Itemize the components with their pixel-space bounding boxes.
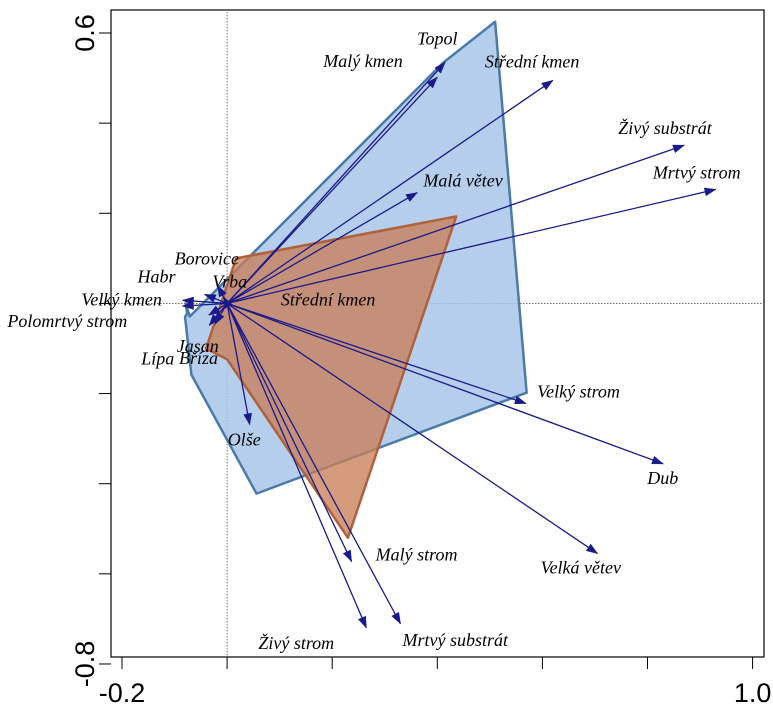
vector-arrows xyxy=(181,61,717,629)
label-jasan: Jasan xyxy=(177,336,219,356)
arrowhead xyxy=(434,61,446,74)
label-vrba: Vrba xyxy=(212,272,247,292)
polygon-2 xyxy=(204,215,458,540)
vector-olse xyxy=(226,303,252,426)
arrowhead xyxy=(214,312,225,325)
label-dub: Dub xyxy=(646,468,678,488)
arrowhead xyxy=(203,294,217,303)
vector-polomrtvy-strom xyxy=(181,301,228,310)
arrowhead xyxy=(243,412,252,426)
arrowhead xyxy=(342,549,352,563)
y-tick-label: 0.6 xyxy=(70,14,100,52)
label-polomrtvy-strom: Polomrtvý strom xyxy=(6,311,127,331)
x-tick-label: -0.2 xyxy=(99,678,146,704)
arrowhead xyxy=(426,76,438,89)
vector-maly-kmen xyxy=(226,76,438,304)
label-briza: Bříza xyxy=(179,348,218,368)
label-velky-kmen: Velký kmen xyxy=(81,289,161,309)
vector-mrtvy-substrat xyxy=(226,303,402,625)
vector-topol xyxy=(226,61,446,304)
vector-briza xyxy=(214,303,228,325)
arrowhead xyxy=(651,455,664,465)
vector-maly-strom xyxy=(226,303,353,563)
label-velky-strom: Velký strom xyxy=(537,381,620,401)
vector-labels: Topol Malý kmen Střední kmen Živý substrát M… xyxy=(6,28,740,653)
vector-dub xyxy=(226,302,664,465)
label-mala-vetev: Malá větev xyxy=(422,171,502,191)
y-tick-label: -0.8 xyxy=(70,641,100,688)
label-borovice: Borovice xyxy=(175,248,239,268)
arrowhead xyxy=(672,144,685,154)
vector-mrtvy-strom xyxy=(226,187,717,305)
x-tick-label: 1.0 xyxy=(734,678,772,704)
arrowhead xyxy=(391,611,401,625)
label-zivy-substrat: Živý substrát xyxy=(618,117,713,138)
label-velka-vetev: Velká větev xyxy=(541,558,621,578)
label-habr: Habr xyxy=(137,266,177,286)
vector-stredni-kmen xyxy=(226,79,554,304)
arrowhead xyxy=(217,284,227,298)
label-mrtvy-substrat: Mrtvý substrát xyxy=(402,630,509,650)
label-topol: Topol xyxy=(417,28,457,48)
label-maly-strom: Malý strom xyxy=(375,545,458,565)
vector-velka-vetev xyxy=(226,302,599,555)
vector-mala-vetev xyxy=(226,191,418,304)
label-mrtvy-strom: Mrtvý strom xyxy=(652,162,741,182)
arrowhead xyxy=(514,395,527,405)
label-zivy-strom: Živý strom xyxy=(258,632,334,653)
vector-habr xyxy=(203,293,228,305)
tick-labels: -0.2 1.0 0.6 -0.8 xyxy=(70,14,771,704)
label-olse: Olše xyxy=(228,430,261,450)
vector-velky-strom xyxy=(226,302,527,405)
label-lipa: Lípa xyxy=(140,349,174,369)
label-maly-kmen: Malý kmen xyxy=(322,51,402,71)
arrowhead xyxy=(703,187,717,197)
vector-zivy-substrat xyxy=(226,144,685,305)
arrowhead xyxy=(357,615,367,629)
arrowhead xyxy=(405,192,418,202)
axis-ticks xyxy=(99,32,754,669)
arrowhead xyxy=(181,301,194,310)
arrowhead xyxy=(541,79,554,91)
arrowhead xyxy=(585,543,599,554)
annotation-stredni-kmen: Střední kmen xyxy=(281,290,375,310)
vector-zivy-strom xyxy=(226,303,367,629)
label-stredni-kmen: Střední kmen xyxy=(485,51,579,71)
